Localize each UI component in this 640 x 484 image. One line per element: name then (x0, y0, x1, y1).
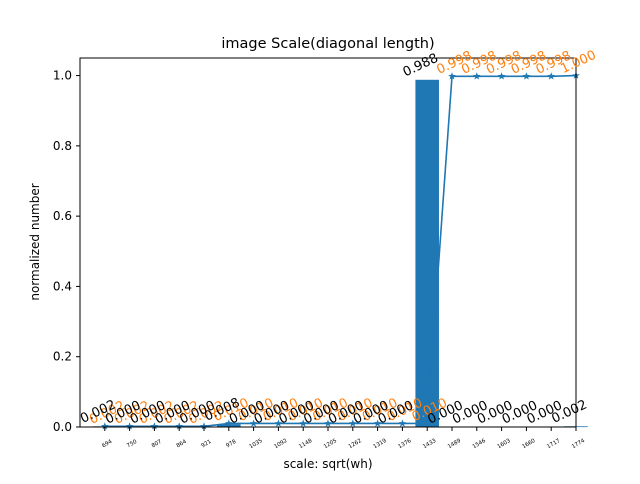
chart-title: image Scale(diagonal length) (221, 36, 434, 52)
y-tick-label: 1.0 (53, 69, 72, 83)
x-tick-label: 694 (101, 439, 114, 450)
line-point-marker (547, 72, 555, 80)
line-point-marker (101, 422, 109, 430)
y-axis-label: normalized number (28, 183, 42, 300)
x-axis-label: scale: sqrt(wh) (283, 457, 372, 471)
y-tick-label: 0.6 (53, 209, 72, 223)
x-tick-label: 978 (225, 439, 238, 450)
line-point-marker (398, 419, 407, 427)
y-tick-label: 0.8 (53, 139, 72, 153)
line-point-marker (249, 419, 258, 427)
line-point-marker (423, 419, 431, 427)
line-point-marker (448, 72, 456, 80)
x-tick-label: 921 (200, 439, 212, 449)
x-tick-label: 864 (176, 439, 189, 450)
line-point-marker (349, 419, 357, 427)
line-point-marker (200, 422, 208, 430)
line-series (104, 74, 577, 428)
bar (217, 424, 241, 427)
bar (415, 79, 439, 427)
line-point-marker (225, 419, 233, 427)
line-point-marker (522, 72, 531, 80)
line-point-marker (175, 422, 183, 430)
line-point-marker (497, 72, 506, 80)
y-tick-label: 0.4 (53, 279, 72, 293)
line-point-marker (299, 419, 307, 427)
line-point-marker (274, 419, 283, 427)
line-point-marker (125, 422, 134, 430)
line-point-marker (150, 422, 159, 430)
y-tick-label: 0.2 (53, 350, 72, 364)
x-tick-label: 750 (126, 439, 139, 450)
line-point-marker (373, 419, 382, 427)
y-tick-label: 0.0 (53, 420, 72, 434)
line-point-marker (324, 419, 332, 427)
x-tick-label: 807 (151, 439, 164, 450)
line-point-marker (473, 72, 481, 80)
